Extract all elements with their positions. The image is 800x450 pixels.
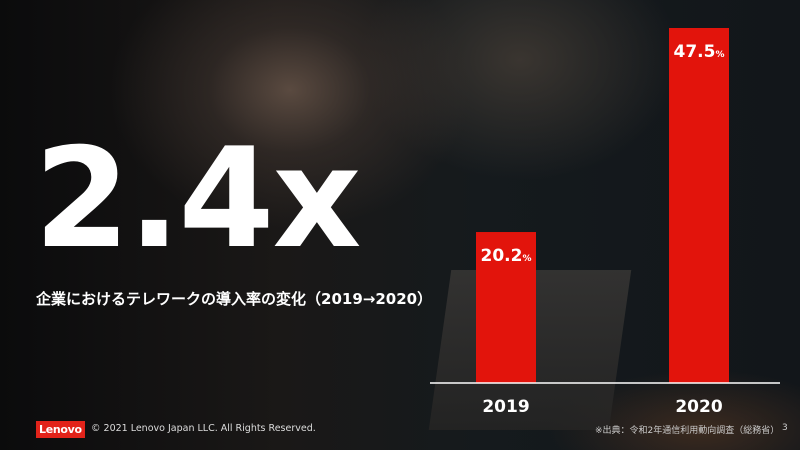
- subtitle: 企業におけるテレワークの導入率の変化（2019→2020）: [36, 290, 433, 308]
- source-note: ※出典：令和2年通信利用動向調査（総務省）: [595, 426, 780, 436]
- copyright: © 2021 Lenovo Japan LLC. All Rights Rese…: [91, 423, 316, 434]
- x-tick-label-2020: 2020: [675, 397, 722, 417]
- headline: 2.4x: [34, 118, 361, 279]
- lenovo-logo: Lenovo: [36, 421, 85, 438]
- bar-2019: [476, 232, 536, 383]
- x-tick-label-2019: 2019: [482, 397, 529, 417]
- bar-2020: [669, 28, 729, 383]
- data-label-2020: 47.5%: [674, 42, 725, 62]
- page-number: 3: [782, 423, 788, 433]
- data-label-2019: 20.2%: [481, 246, 532, 266]
